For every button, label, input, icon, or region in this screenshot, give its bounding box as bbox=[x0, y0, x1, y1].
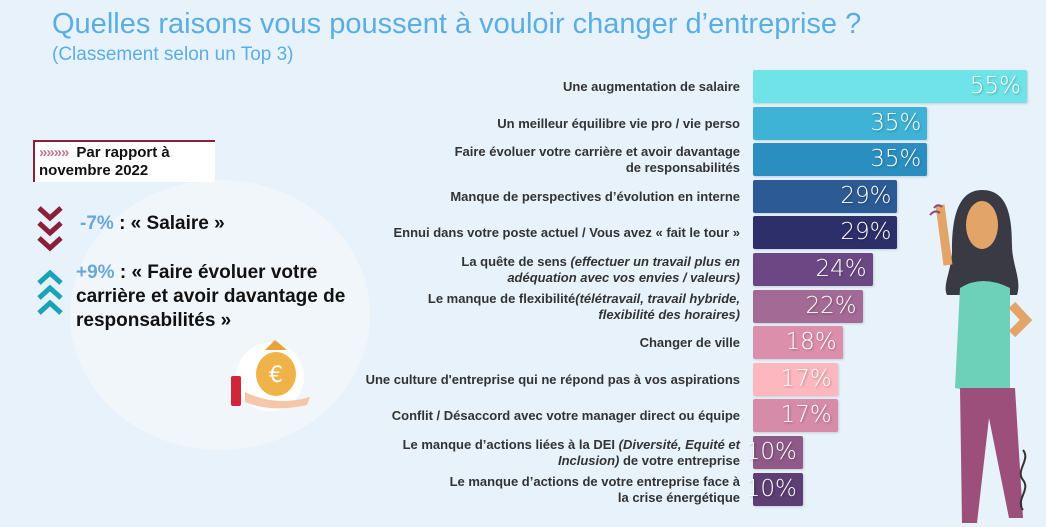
bar: 10% bbox=[746, 436, 803, 469]
category-label: Le manque d’actions de votre entreprise … bbox=[449, 473, 740, 505]
data-label: 55% bbox=[969, 73, 1021, 99]
category-label: Conflit / Désaccord avec votre manager d… bbox=[391, 408, 740, 424]
bar: 10% bbox=[746, 472, 803, 506]
svg-text:€: € bbox=[269, 363, 283, 388]
bar: 29% bbox=[753, 216, 898, 250]
data-label: 17% bbox=[780, 402, 832, 429]
background-circle bbox=[70, 180, 370, 450]
data-label: 10% bbox=[745, 439, 797, 465]
data-label: 29% bbox=[840, 219, 892, 246]
woman-illustration bbox=[929, 190, 1033, 523]
category-label: Ennui dans votre poste actuel / Vous ave… bbox=[393, 225, 740, 241]
triple-chevron-down-icon bbox=[37, 206, 63, 252]
bar: 55% bbox=[753, 70, 1027, 103]
chevrons-icon: »»»» bbox=[39, 144, 69, 161]
data-label: 35% bbox=[870, 109, 922, 136]
comparison-heading: »»»» Par rapport à novembre 2022 bbox=[33, 140, 215, 182]
bar: 17% bbox=[753, 399, 838, 433]
bar: 18% bbox=[753, 326, 843, 360]
bar: 35% bbox=[753, 106, 928, 140]
data-label: 18% bbox=[785, 329, 837, 356]
data-label: 10% bbox=[745, 475, 797, 502]
bar: 29% bbox=[753, 179, 898, 213]
data-label: 17% bbox=[780, 365, 832, 392]
category-label: La quête de sens (effectuer un travail p… bbox=[461, 254, 740, 285]
category-label: Une culture d'entreprise qui ne répond p… bbox=[365, 371, 740, 387]
money-bag-hand-icon: € bbox=[231, 340, 310, 411]
category-label: Changer de ville bbox=[639, 335, 740, 351]
data-label: 29% bbox=[840, 182, 892, 209]
category-label: Le manque de flexibilité(télétravail, tr… bbox=[427, 290, 740, 322]
triple-chevron-up-icon bbox=[37, 270, 63, 315]
bar: 22% bbox=[753, 289, 863, 323]
data-label: 35% bbox=[870, 146, 922, 173]
category-label: Manque de perspectives d’évolution en in… bbox=[450, 188, 740, 204]
bar: 35% bbox=[753, 143, 928, 177]
category-label: Faire évoluer votre carrière et avoir da… bbox=[454, 144, 740, 176]
category-label: Un meilleur équilibre vie pro / vie pers… bbox=[497, 115, 740, 131]
bar: 17% bbox=[753, 362, 838, 396]
data-label: 22% bbox=[805, 292, 857, 319]
data-label: 24% bbox=[815, 256, 867, 282]
change-salary: -7% : « Salaire » bbox=[80, 213, 225, 234]
category-label: Le manque d’actions liées à la DEI (Dive… bbox=[402, 437, 740, 468]
change-career: +9% : « Faire évoluer votre carrière et … bbox=[76, 262, 346, 331]
bar: 24% bbox=[753, 253, 873, 286]
page-title: Quelles raisons vous poussent à vouloir … bbox=[52, 8, 862, 40]
page-subtitle: (Classement selon un Top 3) bbox=[52, 44, 294, 65]
category-label: Une augmentation de salaire bbox=[563, 79, 740, 94]
